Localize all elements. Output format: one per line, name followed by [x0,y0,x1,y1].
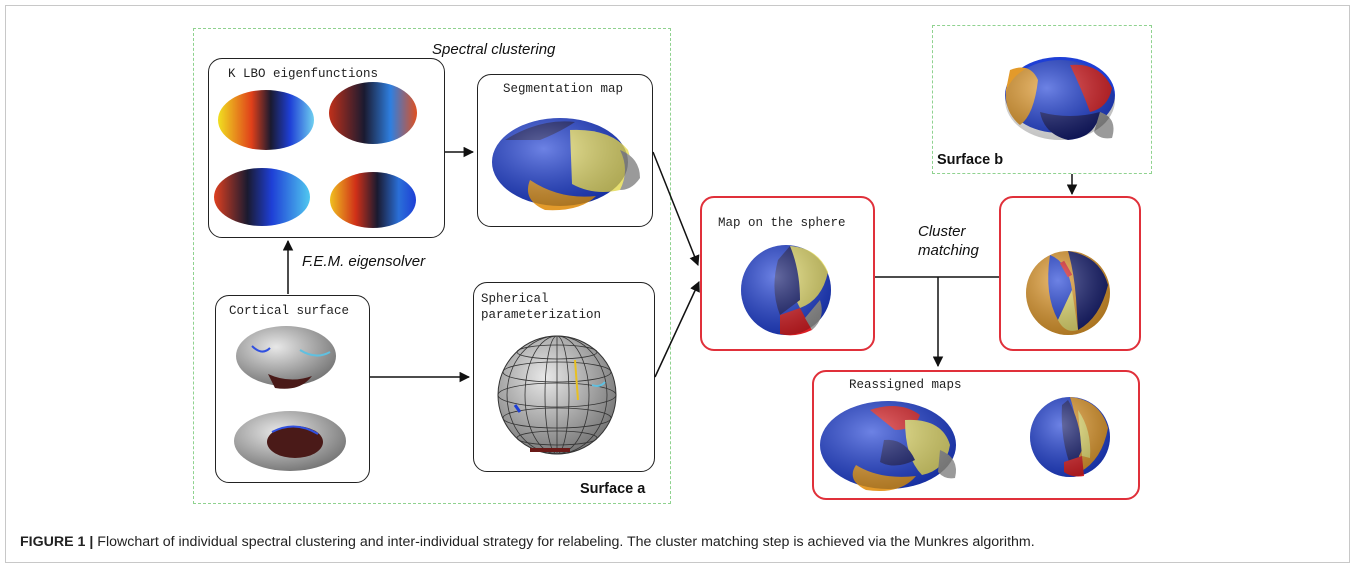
figure-frame [5,5,1350,563]
eigenfunction-brains [214,82,417,228]
caption-text: Flowchart of individual spectral cluster… [97,534,1035,550]
spectral-clustering-title: Spectral clustering [432,41,556,58]
surface-b-group [932,25,1152,174]
cortical-label: Cortical surface [229,304,350,318]
segmentation-brain [492,118,640,211]
spherical-label: Spherical parameterization [481,292,602,322]
reassigned-brain [820,401,956,492]
map-sphere-ball [741,245,831,336]
fem-eigensolver-label: F.E.M. eigensolver [302,253,426,270]
segmentation-label: Segmentation map [503,82,624,96]
reassigned-sphere [1030,397,1110,477]
k-lbo-label: K LBO eigenfunctions [228,67,379,81]
surface-a-group [193,28,671,504]
surface-b-brain [1005,57,1115,140]
surface-b-sphere [1026,251,1110,335]
surface-a-label: Surface a [580,481,646,497]
caption-label: FIGURE 1 | [20,534,94,550]
parameterization-sphere [497,335,617,455]
cortical-brains [234,326,346,471]
cluster-matching-label: Cluster matching [918,223,979,259]
map-sphere-label: Map on the sphere [718,216,846,230]
figure-caption: FIGURE 1 | Flowchart of individual spect… [20,534,1340,550]
surface-b-label: Surface b [937,152,1004,168]
reassigned-label: Reassigned maps [849,378,962,392]
flow-arrows [282,146,1078,383]
